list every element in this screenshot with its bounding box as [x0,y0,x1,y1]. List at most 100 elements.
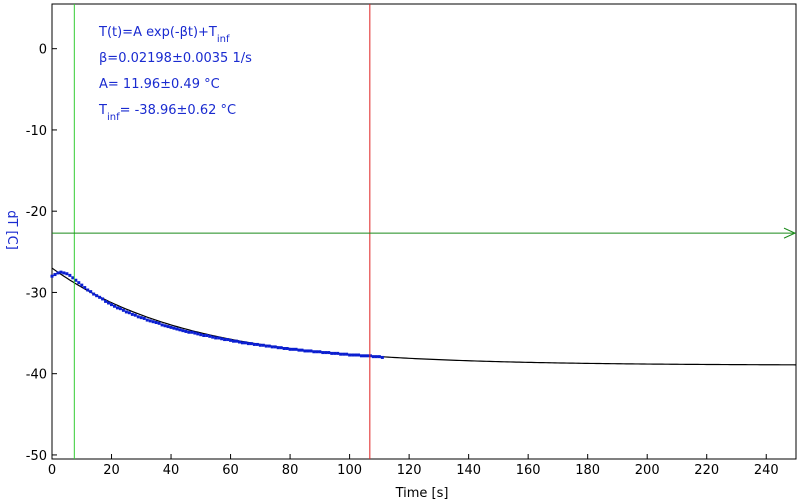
data-point [53,273,57,277]
x-tick-label: 60 [222,463,239,478]
data-point [181,329,185,333]
data-layer [50,270,384,359]
data-point [351,353,355,357]
data-point [98,295,102,299]
data-point [145,318,149,322]
data-point [187,330,191,334]
data-point [285,347,289,350]
data-point [205,334,209,337]
data-point [154,321,158,324]
data-point [62,271,66,275]
data-point [56,271,60,275]
data-point [276,346,280,350]
data-point [160,323,164,327]
data-point [270,345,274,349]
data-point [371,355,375,359]
x-tick-label: 220 [694,463,719,478]
data-point [217,336,221,340]
data-point [214,336,218,340]
x-tick-label: 120 [397,463,422,478]
data-point [92,292,96,296]
y-tick-label: -10 [26,124,47,139]
data-point [294,347,298,351]
data-point [360,354,363,358]
data-point [95,294,99,298]
data-point [297,348,301,352]
data-point [312,350,316,354]
data-point [342,352,346,356]
fit-annotation-line: Tinf= -38.96±0.62 °C [98,103,236,123]
data-point [229,338,233,342]
data-point [226,338,230,342]
data-point [74,278,78,282]
data-point [267,344,271,348]
x-tick-label: 100 [337,463,362,478]
data-point [315,350,319,354]
data-point [380,355,384,359]
data-point [172,326,176,330]
x-tick-label: 200 [635,463,660,478]
data-point [300,348,304,352]
data-point [133,313,137,317]
data-point [291,347,295,351]
data-point [339,352,343,356]
x-tick-label: 0 [48,463,56,478]
data-point [208,334,212,338]
data-point [264,344,268,348]
data-point [237,340,241,344]
data-point [232,339,236,343]
fit-annotation-line: β=0.02198±0.0035 1/s [99,51,252,66]
data-point [101,297,105,301]
data-point [246,342,250,346]
data-point [157,321,161,325]
data-point [368,354,372,358]
data-point [166,325,170,329]
data-point [318,350,322,354]
data-point [348,353,352,357]
y-tick-label: -30 [26,286,47,301]
data-point [136,315,140,319]
data-point [252,342,256,346]
data-point [211,335,215,339]
y-tick-label: -50 [26,449,47,464]
data-point [336,351,340,355]
data-point [83,286,87,290]
data-point [306,349,310,353]
data-point [255,342,259,346]
x-tick-label: 180 [575,463,600,478]
fit-layer [51,267,797,366]
data-point [374,355,378,359]
data-point [309,349,313,353]
data-point [139,316,143,320]
fit-annotation-line: A= 11.96±0.49 °C [99,77,220,92]
x-tick-label: 40 [163,463,180,478]
data-point [110,303,114,307]
y-axis-title: dT [C] [4,210,19,250]
fit-annotation: T(t)=A exp(-βt)+Tinf β=0.02198±0.0035 1/s… [98,25,252,123]
data-point [148,319,152,323]
data-point [288,347,292,351]
data-point [199,333,203,337]
data-point [377,355,381,359]
data-point [124,310,128,314]
data-point [249,342,253,346]
data-point [345,352,349,356]
plot-frame [51,3,797,460]
data-point [273,345,277,349]
tick-layer: 0 20 40 60 80 100 120 140 160 180 200 220 240 0 -10 -20… [26,43,779,478]
data-point [175,327,179,331]
y-tick-label: 0 [39,43,47,58]
marker-layer [52,4,797,459]
data-point [118,307,122,311]
data-point [354,353,358,357]
data-point [127,311,131,315]
data-point [142,316,146,320]
fit-annotation-line: T(t)=A exp(-βt)+Tinf [98,25,230,45]
data-point [178,328,182,332]
data-point [115,306,119,310]
data-point [357,353,361,357]
data-point [258,343,262,347]
data-point [107,301,111,305]
data-point [113,304,116,308]
